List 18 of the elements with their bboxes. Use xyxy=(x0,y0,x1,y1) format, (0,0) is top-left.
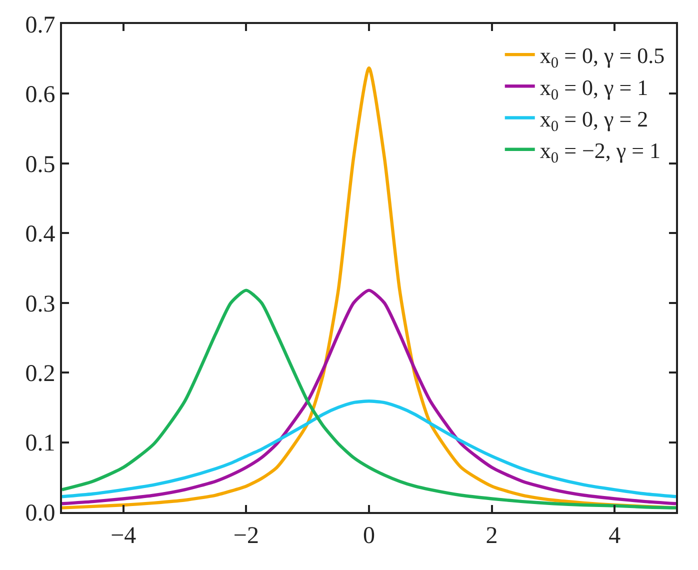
y-tick-label: 0.0 xyxy=(25,500,56,526)
x-tick-label: 4 xyxy=(608,522,621,549)
x-tick-label: −2 xyxy=(233,522,259,549)
y-tick-label: 0.5 xyxy=(25,152,56,178)
legend-label: x$_{0}$ = 0, γ = 2 xyxy=(540,106,648,135)
y-tick-label: 0.6 xyxy=(25,82,56,108)
legend-label: x$_{0}$ = 0, γ = 1 xyxy=(540,74,648,104)
y-tick-label: 0.4 xyxy=(25,222,56,248)
x-tick-label: −4 xyxy=(110,522,136,549)
y-tick-label: 0.1 xyxy=(25,430,56,457)
x-tick-label: 0 xyxy=(363,522,375,549)
y-tick-label: 0.3 xyxy=(25,291,56,318)
line-series xyxy=(62,400,676,498)
y-tick-label: 0.7 xyxy=(25,12,56,38)
x-tick-label: 2 xyxy=(486,522,498,549)
y-tick-label: 0.2 xyxy=(25,360,56,387)
legend-label: x$_{0}$ = −2, γ = 1 xyxy=(540,138,661,167)
legend-label: x$_{0}$ = 0, γ = 0.5 xyxy=(540,43,665,72)
